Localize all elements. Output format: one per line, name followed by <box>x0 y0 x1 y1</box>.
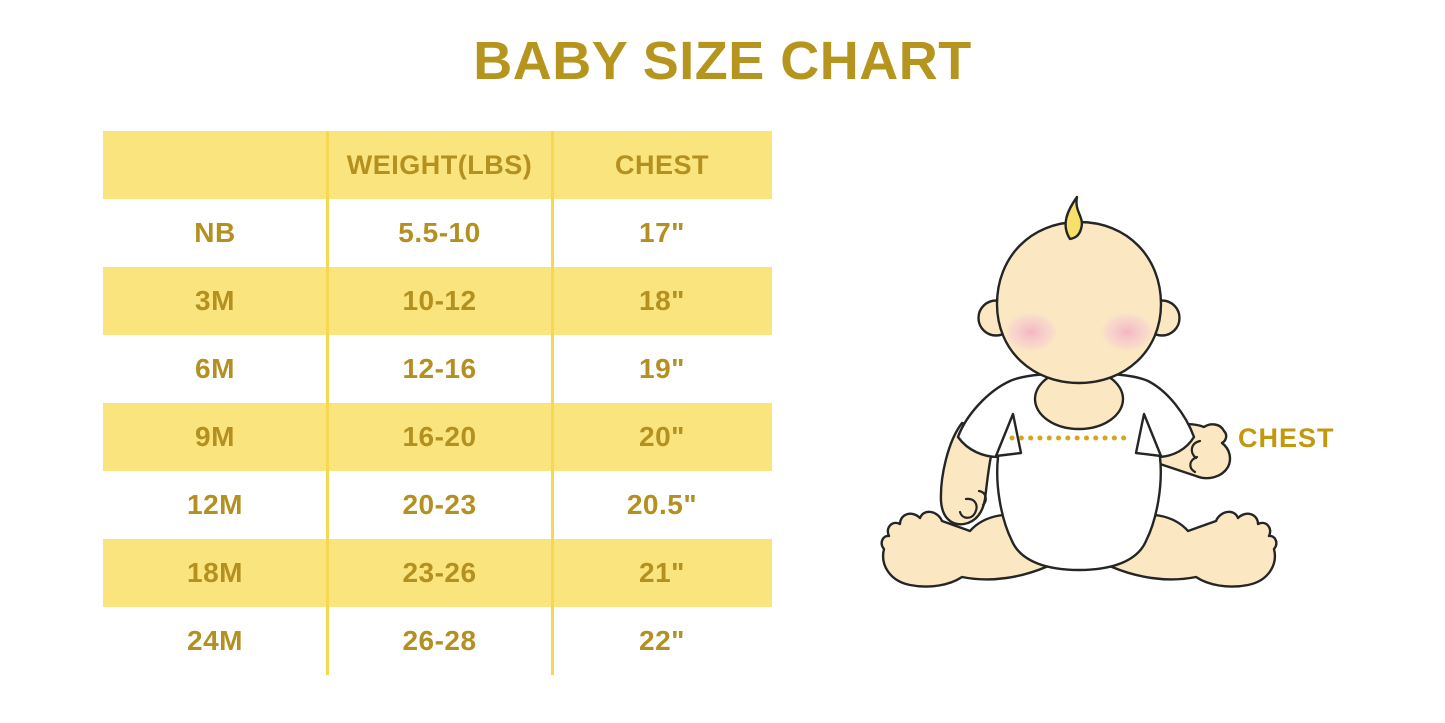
right-blush <box>1100 312 1154 352</box>
table-row: NB 5.5-10 17" <box>103 199 772 267</box>
weight-cell: 12-16 <box>402 353 477 384</box>
chest-cell: 19" <box>639 353 685 384</box>
page-title: BABY SIZE CHART <box>473 31 972 91</box>
header-weight-cell: WEIGHT(LBS) <box>346 149 533 180</box>
weight-cell: 26-28 <box>402 625 477 656</box>
baby-illustration <box>880 185 1280 605</box>
table-row: 3M 10-12 18" <box>103 267 772 335</box>
chest-cell: 20.5" <box>626 489 698 520</box>
weight-cell: 16-20 <box>402 421 477 452</box>
table-header-row: WEIGHT(LBS) CHEST <box>103 131 772 199</box>
baby-head <box>995 220 1163 385</box>
chest-cell: 22" <box>639 625 685 656</box>
weight-cell: 10-12 <box>402 285 477 316</box>
chest-cell: 20" <box>639 421 685 452</box>
size-cell: 24M <box>187 625 243 656</box>
size-cell: 6M <box>195 353 235 384</box>
right-sleeve-cuff <box>1134 412 1163 458</box>
weight-cell: 20-23 <box>402 489 477 520</box>
size-table: WEIGHT(LBS) CHEST NB 5.5-10 17" 3M 10-12… <box>103 131 772 675</box>
size-cell: 18M <box>187 557 243 588</box>
table-row: 6M 12-16 19" <box>103 335 772 403</box>
chest-measure-label: CHEST <box>1238 423 1335 453</box>
column-divider <box>551 131 554 675</box>
size-cell: 9M <box>195 421 235 452</box>
left-sleeve-cuff <box>994 412 1023 458</box>
table-row: 9M 16-20 20" <box>103 403 772 471</box>
baby-hair-tuft <box>1064 195 1084 241</box>
table-row: 18M 23-26 21" <box>103 539 772 607</box>
chest-cell: 21" <box>639 557 685 588</box>
chest-cell: 18" <box>639 285 685 316</box>
header-chest-cell: CHEST <box>614 149 709 180</box>
baby-shirt <box>956 371 1196 572</box>
chest-cell: 17" <box>639 217 685 248</box>
size-cell: 12M <box>187 489 243 520</box>
table-row: 12M 20-23 20.5" <box>103 471 772 539</box>
size-cell: 3M <box>195 285 235 316</box>
weight-cell: 5.5-10 <box>398 217 481 248</box>
column-divider <box>326 131 329 675</box>
size-cell: NB <box>194 217 236 248</box>
baby-figure-svg <box>880 195 1278 588</box>
weight-cell: 23-26 <box>402 557 477 588</box>
table-row: 24M 26-28 22" <box>103 607 772 675</box>
left-blush <box>1004 312 1058 352</box>
